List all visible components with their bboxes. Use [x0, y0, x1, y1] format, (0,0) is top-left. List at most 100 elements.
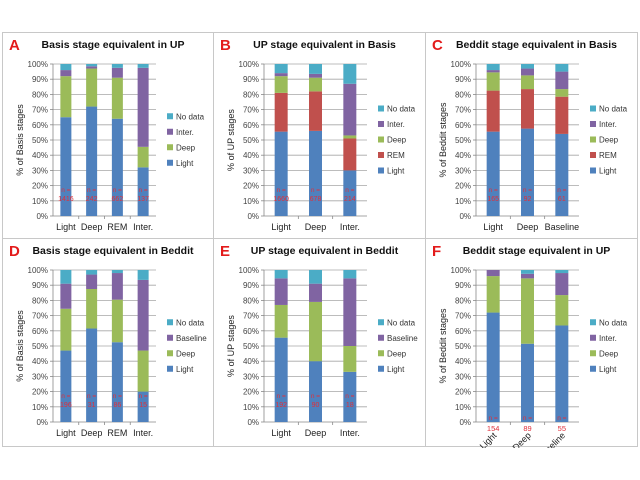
legend-label: REM [387, 151, 405, 160]
bar-deep-deep [86, 68, 98, 107]
legend-swatch [590, 152, 596, 158]
chart-title-f: Beddit stage equivalent in UP [462, 245, 611, 257]
bar-light-no-data [60, 270, 72, 284]
y-tick-label: 20% [32, 388, 48, 397]
y-tick-label: 0% [36, 418, 48, 427]
n-value-label: 61 [558, 196, 566, 203]
bar-light-rem [274, 92, 288, 132]
y-tick-label: 80% [243, 90, 259, 99]
y-tick-label: 70% [243, 312, 259, 321]
legend-swatch [167, 350, 173, 357]
chart-a: % of Basis stages 0% 10% 20% 30% 40% 50% 60% 70%… [15, 60, 205, 232]
n-prefix-label: n = [523, 187, 532, 194]
y-tick-label: 20% [32, 182, 48, 191]
chart-c: % of Beddit stages 0% 10% 20% 30% 40% 50% 60% 70… [438, 60, 628, 232]
n-prefix-label: n = [311, 393, 320, 400]
legend-item-inter: Inter. [590, 120, 617, 129]
bar-deep-baseline [309, 283, 322, 302]
y-tick-label: 100% [28, 60, 48, 69]
bar-inter-no-data [343, 64, 357, 84]
legend-label: Light [599, 167, 617, 176]
bar-light-baseline [60, 283, 72, 309]
bar-inter-no-data [137, 270, 149, 280]
bar-deep-no-data [309, 64, 322, 74]
y-tick-label: 10% [32, 197, 48, 206]
n-prefix-label: n = [557, 415, 566, 422]
bar-baseline-inter [555, 71, 569, 90]
n-value-label: 662 [112, 196, 124, 203]
legend-swatch [167, 319, 173, 326]
legend-swatch [590, 167, 596, 174]
y-tick-label: 60% [243, 121, 259, 130]
y-tick-label: 60% [455, 121, 471, 130]
y-tick-label: 50% [243, 136, 259, 145]
bar-baseline-light [555, 325, 569, 422]
legend-item-no-data: No data [167, 112, 205, 121]
y-tick-label: 80% [243, 296, 259, 305]
bar-light-deep [486, 276, 500, 313]
legend-swatch [590, 365, 596, 372]
x-tick-label: Deep [517, 222, 539, 232]
n-value-label: 678 [310, 196, 322, 203]
bar-light-light [274, 131, 288, 216]
bar-light-no-data [60, 64, 72, 71]
y-tick-label: 40% [243, 151, 259, 160]
y-tick-label: 60% [32, 121, 48, 130]
y-tick-label: 30% [243, 372, 259, 381]
y-tick-label: 0% [459, 418, 471, 427]
x-tick-label: Deep [305, 428, 327, 438]
legend-label: Light [387, 365, 405, 374]
legend-swatch [378, 334, 384, 341]
legend-label: Deep [176, 349, 196, 358]
y-tick-label: 70% [243, 106, 259, 115]
legend-swatch [378, 152, 384, 158]
panel-letter-f: F [432, 243, 442, 260]
legend-swatch [590, 121, 596, 127]
bar-rem-no-data [111, 64, 123, 68]
bar-baseline-rem [555, 96, 569, 134]
y-tick-label: 60% [243, 327, 259, 336]
panel-d: D Basis stage equivalent in Beddit % of … [2, 238, 214, 447]
legend-label: Deep [387, 349, 407, 358]
bar-light-light [486, 312, 500, 422]
n-prefix-label: n = [311, 187, 320, 194]
x-tick-label: REM [107, 222, 127, 232]
n-prefix-label: n = [277, 187, 286, 194]
bar-light-light [486, 131, 500, 216]
bar-rem-baseline [111, 273, 123, 300]
legend-item-no-data: No data [378, 105, 416, 114]
bar-rem-deep [111, 299, 123, 343]
y-tick-label: 20% [243, 388, 259, 397]
y-tick-label: 70% [455, 312, 471, 321]
chart-b: % of UP stages 0% 10% 20% 30% 40% 50% 60% 70% 80%… [226, 60, 416, 232]
legend-label: No data [387, 318, 416, 327]
n-value-label: 31 [88, 402, 96, 409]
legend-item-light: Light [590, 167, 617, 176]
legend-label: Inter. [599, 334, 617, 343]
legend-item-inter: Inter. [378, 120, 405, 129]
legend-label: Light [176, 159, 194, 168]
n-prefix-label: n = [87, 393, 96, 400]
n-prefix-label: n = [139, 393, 148, 400]
bar-light-light [274, 337, 288, 422]
y-tick-label: 90% [32, 281, 48, 290]
panel-letter-c: C [432, 37, 443, 54]
x-tick-label: Deep [305, 222, 327, 232]
y-tick-label: 70% [32, 312, 48, 321]
bar-baseline-no-data [555, 64, 569, 72]
legend-swatch [378, 167, 384, 174]
legend-item-deep: Deep [167, 143, 196, 152]
legend-item-light: Light [167, 159, 194, 168]
y-tick-label: 40% [455, 357, 471, 366]
legend-label: No data [599, 318, 628, 327]
bar-light-deep [60, 308, 72, 351]
bar-deep-no-data [521, 270, 534, 274]
x-tick-label: Light [483, 222, 503, 232]
legend-swatch [590, 136, 596, 143]
y-tick-label: 70% [32, 106, 48, 115]
y-tick-label: 20% [455, 182, 471, 191]
bar-deep-deep [521, 278, 534, 344]
legend-swatch [378, 105, 384, 112]
y-tick-label: 90% [455, 281, 471, 290]
legend-swatch [378, 121, 384, 127]
